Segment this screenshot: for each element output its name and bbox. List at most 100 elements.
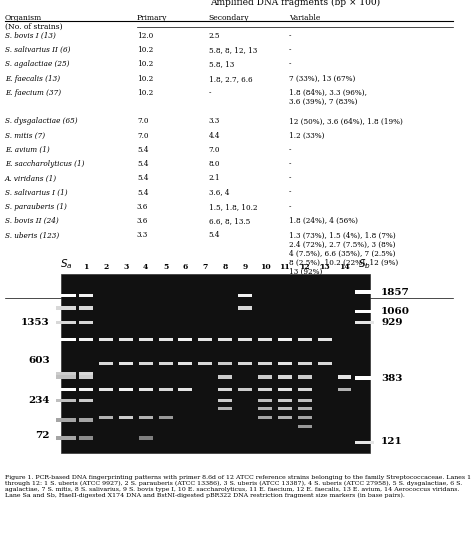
Text: 6.6, 8, 13.5: 6.6, 8, 13.5 [209,217,250,225]
Bar [61,274,370,453]
Bar [179,362,192,366]
Bar [355,441,374,444]
Text: -: - [289,160,292,168]
Bar [337,388,352,391]
Text: E. faecalis (13): E. faecalis (13) [5,75,60,83]
Text: E. saccharolyticus (1): E. saccharolyticus (1) [5,160,84,168]
Bar [159,416,173,419]
Bar [355,290,374,294]
Bar [218,376,232,379]
Bar [119,362,133,366]
Text: -: - [289,203,292,211]
Bar [139,437,153,440]
Text: 1060: 1060 [381,307,410,316]
Text: 11: 11 [280,263,290,271]
Text: 12: 12 [300,263,310,271]
Text: S. agalactiae (25): S. agalactiae (25) [5,60,69,69]
Text: 3: 3 [123,263,128,271]
Bar [238,362,252,366]
Bar [79,388,93,391]
Bar [355,377,374,380]
Bar [159,338,173,341]
Text: 10.2: 10.2 [137,89,153,97]
Bar [258,362,272,366]
Text: Figure 1. PCR-based DNA fingerprinting patterns with primer 8.6d of 12 ATCC refe: Figure 1. PCR-based DNA fingerprinting p… [5,475,471,498]
Text: 1: 1 [83,263,89,271]
Bar [198,362,212,366]
Bar [56,372,76,376]
Bar [179,388,192,391]
Text: E. faecium (37): E. faecium (37) [5,89,61,97]
Bar [56,338,76,341]
Text: -: - [289,32,292,40]
Text: 5.8, 8, 12, 13: 5.8, 8, 12, 13 [209,46,257,54]
Text: 4: 4 [143,263,148,271]
Bar [298,425,312,428]
Bar [298,376,312,379]
Bar [218,338,232,341]
Text: 12 (50%), 3.6 (64%), 1.8 (19%): 12 (50%), 3.6 (64%), 1.8 (19%) [289,117,403,125]
Text: 10.2: 10.2 [137,75,153,83]
Text: 4.4: 4.4 [209,132,220,140]
Bar [79,338,93,341]
Text: 2: 2 [103,263,109,271]
Text: 929: 929 [381,318,402,327]
Text: 5.8, 13: 5.8, 13 [209,60,234,69]
Text: 10.2: 10.2 [137,60,153,69]
Bar [139,388,153,391]
Bar [258,399,272,402]
Text: 121: 121 [381,437,403,446]
Bar [79,376,93,379]
Bar [99,388,113,391]
Bar [258,388,272,391]
Bar [298,338,312,341]
Text: 5: 5 [163,263,168,271]
Text: $S_a$: $S_a$ [60,257,73,271]
Bar [119,338,133,341]
Bar [79,437,93,440]
Text: $S_b$: $S_b$ [358,257,371,271]
Text: 234: 234 [28,396,49,405]
Bar [99,416,113,419]
Text: 7.0: 7.0 [137,117,148,125]
Text: -: - [289,189,292,197]
Bar [238,294,252,298]
Text: S. mitis (7): S. mitis (7) [5,132,45,140]
Bar [139,338,153,341]
Text: 6: 6 [183,263,188,271]
Text: Amplified DNA fragments (bp × 100): Amplified DNA fragments (bp × 100) [210,0,380,7]
Bar [99,338,113,341]
Text: A. viridans (1): A. viridans (1) [5,174,57,183]
Bar [198,338,212,341]
Bar [318,362,332,366]
Bar [238,306,252,310]
Bar [119,416,133,419]
Bar [56,376,76,379]
Text: -: - [289,146,292,154]
Bar [79,399,93,402]
Text: 603: 603 [28,356,49,365]
Text: -: - [289,46,292,54]
Text: 5.4: 5.4 [137,174,148,183]
Bar [159,362,173,366]
Text: 5.4: 5.4 [137,160,148,168]
Text: S. uberis (123): S. uberis (123) [5,232,59,239]
Text: 1.8 (84%), 3.3 (96%),
3.6 (39%), 7 (83%): 1.8 (84%), 3.3 (96%), 3.6 (39%), 7 (83%) [289,89,367,106]
Text: 3.6, 4: 3.6, 4 [209,189,229,197]
Bar [99,362,113,366]
Bar [79,372,93,376]
Bar [218,407,232,410]
Bar [56,399,76,402]
Text: S. bovis I (13): S. bovis I (13) [5,32,55,40]
Text: 2.1: 2.1 [209,174,220,183]
Text: 1857: 1857 [381,288,410,296]
Bar [79,294,93,298]
Text: 3.6: 3.6 [137,217,148,225]
Bar [238,388,252,391]
Bar [298,399,312,402]
Text: S. salivarius I (1): S. salivarius I (1) [5,189,67,197]
Bar [258,338,272,341]
Text: 2.5: 2.5 [209,32,220,40]
Bar [298,362,312,366]
Bar [238,338,252,341]
